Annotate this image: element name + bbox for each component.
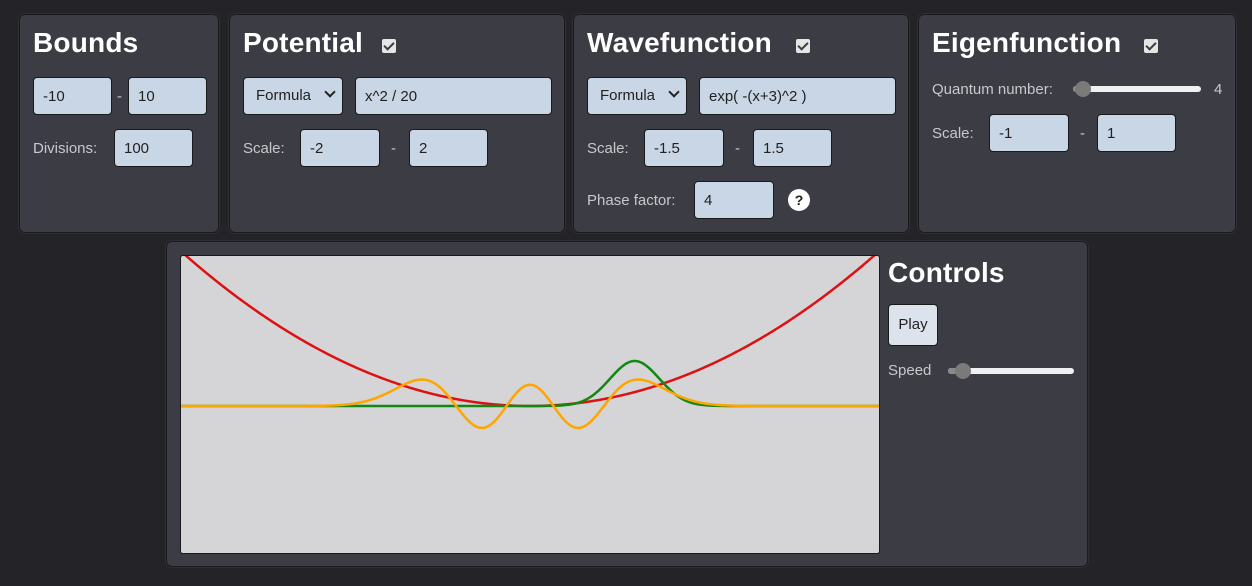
eigenfunction-curve	[181, 378, 879, 430]
speed-slider-thumb[interactable]	[955, 363, 972, 379]
quantum-number-label: Quantum number:	[932, 81, 1053, 98]
speed-label: Speed	[888, 362, 932, 379]
controls-title: Controls	[888, 257, 1005, 288]
eigenfunction-scale-label: Scale:	[932, 125, 974, 142]
phase-factor-label: Phase factor:	[587, 192, 676, 209]
wavefunction-scale-max-input[interactable]	[753, 129, 832, 167]
chevron-down-icon	[324, 86, 336, 98]
eigenfunction-enabled-checkbox[interactable]	[1144, 39, 1158, 53]
quantum-number-value: 4	[1214, 81, 1223, 98]
wavefunction-scale-separator: -	[735, 140, 740, 157]
eigenfunction-scale-separator: -	[1080, 125, 1085, 142]
potential-scale-max-input[interactable]	[409, 129, 488, 167]
bounds-min-input[interactable]	[33, 77, 112, 115]
quantum-number-slider[interactable]	[1073, 81, 1201, 97]
divisions-input[interactable]	[114, 129, 193, 167]
play-button[interactable]: Play	[888, 304, 938, 346]
potential-title: Potential	[243, 27, 364, 58]
potential-mode-select[interactable]: Formula	[243, 77, 343, 115]
potential-scale-separator: -	[391, 140, 396, 157]
wavefunction-scale-label: Scale:	[587, 140, 629, 157]
bounds-max-input[interactable]	[128, 77, 207, 115]
quantum-slider-thumb[interactable]	[1075, 81, 1092, 97]
eigenfunction-title: Eigenfunction	[932, 27, 1122, 58]
eigenfunction-panel: Eigenfunction Quantum number: 4 Scale: -	[918, 14, 1236, 233]
wavefunction-formula-input[interactable]	[699, 77, 896, 115]
wavefunction-mode-value: Formula	[600, 87, 656, 104]
potential-formula-input[interactable]	[355, 77, 552, 115]
potential-mode-value: Formula	[256, 87, 312, 104]
divisions-label: Divisions:	[33, 140, 98, 157]
potential-enabled-checkbox[interactable]	[382, 39, 396, 53]
eigenfunction-scale-max-input[interactable]	[1097, 114, 1176, 152]
chevron-down-icon	[668, 86, 680, 98]
wavefunction-title: Wavefunction	[587, 27, 772, 58]
bounds-separator: -	[117, 88, 122, 105]
help-icon[interactable]: ?	[788, 189, 810, 211]
wavefunction-mode-select[interactable]: Formula	[587, 77, 687, 115]
eigenfunction-scale-min-input[interactable]	[989, 114, 1069, 152]
speed-slider-track	[948, 368, 1074, 374]
wavefunction-enabled-checkbox[interactable]	[796, 39, 810, 53]
wavefunction-plot[interactable]	[180, 255, 880, 554]
potential-scale-label: Scale:	[243, 140, 285, 157]
quantum-slider-track	[1073, 86, 1201, 92]
wavefunction-scale-min-input[interactable]	[644, 129, 724, 167]
plot-svg	[181, 256, 879, 430]
phase-factor-input[interactable]	[694, 181, 774, 219]
bounds-panel: Bounds - Divisions:	[19, 14, 219, 233]
bounds-title: Bounds	[33, 27, 139, 58]
plot-panel: Controls Play Speed	[166, 241, 1088, 567]
potential-scale-min-input[interactable]	[300, 129, 380, 167]
wavefunction-curve	[181, 359, 879, 408]
potential-curve	[184, 256, 876, 408]
wavefunction-panel: Wavefunction Formula Scale: - Phase fact…	[573, 14, 909, 233]
potential-panel: Potential Formula Scale: -	[229, 14, 565, 233]
speed-slider[interactable]	[948, 363, 1074, 379]
